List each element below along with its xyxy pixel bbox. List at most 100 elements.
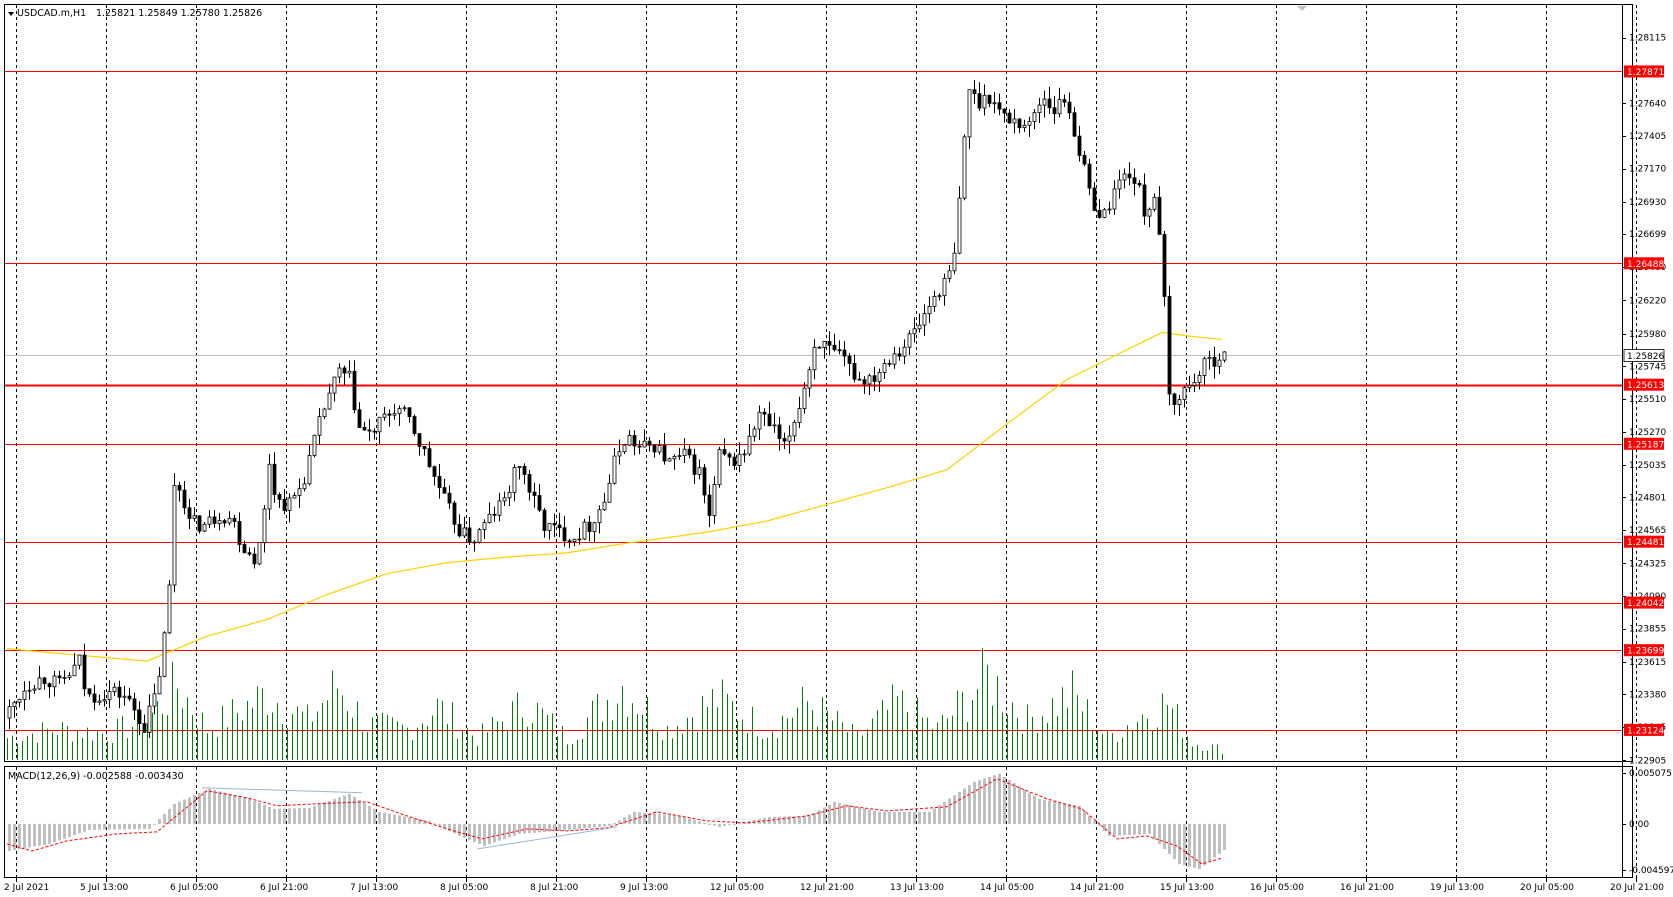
- candle-body: [162, 632, 167, 677]
- macd-bar: [318, 804, 321, 824]
- macd-bar: [228, 793, 231, 824]
- macd-bar: [503, 823, 506, 840]
- macd-bar: [483, 823, 486, 846]
- candle-body: [897, 353, 902, 357]
- macd-bar: [238, 796, 241, 824]
- candle-body: [537, 495, 542, 511]
- candle-body: [222, 520, 227, 524]
- candle-body: [372, 430, 377, 433]
- candle-body: [767, 413, 772, 427]
- macd-bar: [218, 791, 221, 824]
- macd-bar: [433, 823, 436, 825]
- macd-bar: [903, 811, 906, 824]
- price-tick-label: 1.27170: [1629, 165, 1666, 175]
- candle-body: [1097, 209, 1102, 218]
- level-tag-label: 1.25187: [1627, 440, 1664, 450]
- candle-body: [542, 509, 547, 531]
- candle-body: [1187, 384, 1192, 389]
- candle-body: [197, 515, 202, 532]
- macd-bar: [453, 823, 456, 834]
- macd-bar: [168, 808, 171, 824]
- macd-bar: [118, 823, 121, 830]
- candle-body: [402, 407, 407, 410]
- chart-shift-marker[interactable]: [1297, 6, 1307, 11]
- macd-bar: [713, 823, 716, 826]
- price-tick-label: 1.26930: [1629, 198, 1666, 208]
- level-tags: 1.27871 1.26488 1.25613 1.25187 1.24481 1.240…: [1623, 65, 1664, 736]
- current-price-label: 1.25826: [1627, 352, 1664, 362]
- candle-body: [812, 346, 817, 371]
- candle-body: [22, 690, 27, 700]
- macd-bar: [308, 807, 311, 824]
- macd-bar: [568, 823, 571, 830]
- candle-body: [462, 527, 467, 537]
- candle-body: [247, 552, 252, 555]
- candle-body: [472, 541, 477, 544]
- macd-bar: [438, 823, 441, 826]
- candle-body: [412, 416, 417, 434]
- macd-bar: [208, 788, 211, 824]
- candle-body: [457, 523, 462, 537]
- macd-bar: [1058, 802, 1061, 824]
- macd-bar: [278, 808, 281, 824]
- price-tick-label: 1.25035: [1629, 461, 1666, 471]
- symbol-dropdown-icon[interactable]: [8, 12, 14, 16]
- macd-bar: [518, 823, 521, 834]
- macd-bar: [448, 823, 451, 831]
- macd-bar: [1213, 823, 1216, 858]
- candle-body: [797, 408, 802, 423]
- candle-body: [1052, 107, 1057, 115]
- macd-bar: [618, 820, 621, 824]
- macd-bar: [23, 823, 26, 849]
- time-tick-label: 6 Jul 05:00: [170, 883, 219, 893]
- candle-body: [772, 424, 777, 427]
- macd-bar: [973, 781, 976, 824]
- candle-body: [152, 693, 157, 707]
- candle-body: [257, 542, 262, 565]
- candle-body: [167, 584, 172, 634]
- macd-bar: [93, 823, 96, 830]
- candle-body: [832, 344, 837, 351]
- macd-bar: [268, 806, 271, 824]
- candle-body: [582, 521, 587, 540]
- candle-body: [452, 502, 457, 525]
- time-tick-label: 20 Jul 05:00: [1520, 883, 1574, 893]
- candle-body: [252, 553, 257, 565]
- macd-bar: [818, 810, 821, 824]
- price-tick-label: 1.27640: [1629, 99, 1666, 109]
- candle-body: [977, 93, 982, 109]
- macd-bar: [108, 823, 111, 830]
- candle-body: [822, 341, 827, 348]
- candle-body: [967, 89, 972, 138]
- macd-bar: [418, 819, 421, 824]
- macd-bar: [1083, 810, 1086, 824]
- candle-body: [1082, 154, 1087, 165]
- level-tag: [1624, 437, 1664, 450]
- macd-bar: [643, 812, 646, 824]
- candle-body: [982, 94, 987, 109]
- candle-body: [1137, 183, 1142, 186]
- time-tick-label: 8 Jul 21:00: [530, 883, 579, 893]
- macd-bar: [723, 823, 726, 826]
- candle-body: [717, 449, 722, 485]
- candle-body: [192, 515, 197, 519]
- candle-body: [262, 508, 267, 543]
- candle-body: [332, 376, 337, 394]
- macd-bar: [778, 816, 781, 824]
- candle-body: [1057, 99, 1062, 115]
- candle-body: [577, 538, 582, 541]
- candle-body: [622, 444, 627, 453]
- candle-body: [62, 677, 67, 679]
- price-tick-label: 1.23615: [1629, 658, 1666, 668]
- macd-bar: [33, 823, 36, 847]
- candle-body: [497, 500, 502, 516]
- macd-bar: [1098, 823, 1101, 826]
- level-tag-label: 1.24042: [1627, 599, 1664, 609]
- time-tick-label: 15 Jul 13:00: [1160, 883, 1214, 893]
- candle-body: [327, 392, 332, 410]
- candle-body: [502, 497, 507, 502]
- candle-body: [957, 197, 962, 254]
- macd-bar: [1158, 823, 1161, 844]
- time-tick-label: 14 Jul 05:00: [980, 883, 1034, 893]
- macd-bar: [668, 814, 671, 824]
